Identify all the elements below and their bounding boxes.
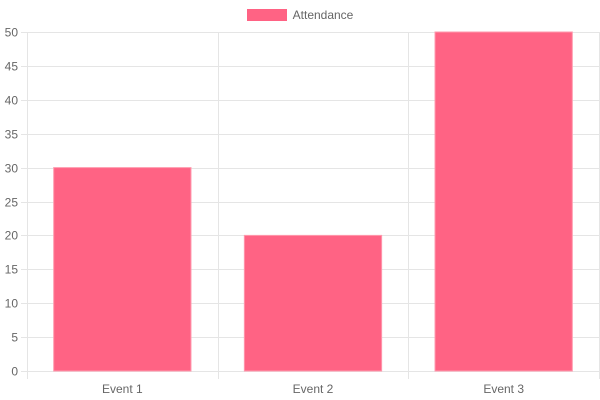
- bar-event-2: [243, 234, 383, 372]
- legend-label-attendance[interactable]: Attendance: [292, 8, 354, 22]
- x-axis-ticks: Event 1 Event 2 Event 3: [102, 382, 524, 396]
- y-tick-label: 45: [5, 60, 19, 74]
- y-tick-label: 50: [5, 26, 19, 40]
- bar-event-3: [434, 31, 573, 372]
- y-tick-label: 10: [5, 297, 19, 311]
- legend-swatch-attendance[interactable]: [246, 9, 287, 21]
- bars: [53, 31, 573, 372]
- y-axis-ticks: 0 5 10 15 20 25 30 35 40 45 50: [5, 26, 19, 379]
- y-tick-label: 0: [11, 365, 18, 379]
- y-tick-label: 40: [5, 94, 19, 108]
- x-tick-label: Event 1: [102, 382, 143, 396]
- bar-event-1: [53, 167, 192, 372]
- y-tick-label: 35: [5, 128, 19, 142]
- y-tick-label: 20: [5, 229, 19, 243]
- y-tick-label: 25: [5, 196, 19, 210]
- y-tick-label: 5: [11, 331, 18, 345]
- chart-legend[interactable]: Attendance: [0, 8, 600, 22]
- x-tick-label: Event 3: [483, 382, 524, 396]
- x-tick-label: Event 2: [293, 382, 334, 396]
- y-tick-label: 30: [5, 162, 19, 176]
- y-tick-label: 15: [5, 263, 19, 277]
